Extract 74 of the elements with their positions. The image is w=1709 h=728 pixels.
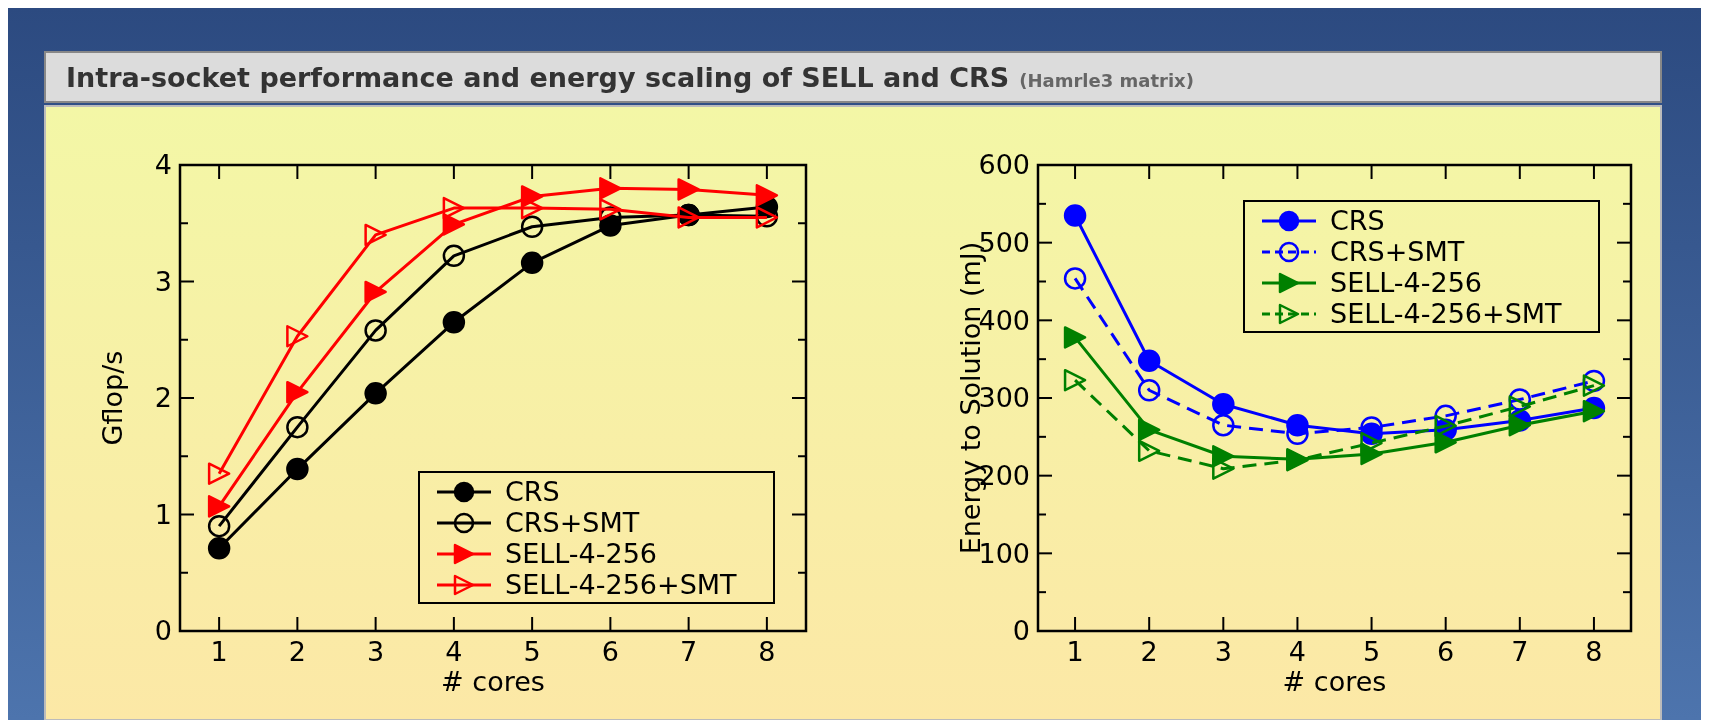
point	[1137, 418, 1161, 442]
point	[442, 196, 466, 220]
point	[364, 382, 387, 405]
point	[1582, 374, 1606, 397]
point	[207, 495, 231, 518]
x-tick-label: 8	[758, 636, 776, 667]
y-tick-label: 3	[154, 265, 172, 297]
point	[599, 198, 622, 221]
point	[1212, 457, 1235, 480]
y-tick-label: 0	[154, 615, 172, 647]
legend-label: SELL-4-256	[505, 538, 658, 570]
point	[207, 514, 231, 538]
point	[364, 223, 387, 247]
x-tick-label: 6	[1437, 636, 1455, 667]
x-tick-label: 8	[1585, 636, 1603, 667]
x-tick-label: 3	[367, 636, 385, 667]
point	[520, 196, 544, 220]
legend-label: SELL-4-256+SMT	[505, 569, 738, 601]
x-tick-label: 4	[1288, 636, 1307, 667]
point	[286, 415, 309, 439]
point	[1212, 392, 1235, 416]
point	[520, 215, 544, 238]
chart-title: Intra-socket performance and energy scaling of SELL and CRS	[66, 62, 1010, 93]
point	[286, 380, 309, 404]
x-tick-label: 1	[1066, 636, 1084, 667]
point	[1063, 267, 1087, 290]
point	[1212, 413, 1235, 437]
x-tick-label: 5	[1362, 636, 1381, 667]
y-tick-label: 600	[978, 149, 1030, 181]
point	[755, 184, 779, 207]
point	[442, 244, 466, 268]
x-tick-label: 7	[1511, 636, 1529, 667]
chart-subtitle: (Hamrle3 matrix)	[1019, 70, 1194, 91]
point	[1508, 395, 1532, 418]
point	[207, 537, 231, 560]
x-tick-label: 1	[210, 636, 228, 667]
legend-label: CRS+SMT	[1330, 236, 1465, 268]
point	[286, 457, 309, 481]
legend-label: CRS	[1330, 205, 1385, 237]
y-tick-label: 1	[154, 498, 172, 530]
y-tick-label: 4	[154, 149, 172, 181]
x-axis-title: # cores	[441, 666, 545, 697]
x-tick-label: 2	[1140, 636, 1158, 667]
point	[286, 325, 309, 348]
point	[1137, 378, 1161, 402]
y-tick-label: 0	[1012, 615, 1030, 647]
point	[1508, 413, 1532, 437]
point	[520, 251, 544, 275]
x-tick-label: 4	[445, 636, 463, 667]
x-tick-label: 3	[1214, 636, 1232, 667]
y-axis-title: Gflop/s	[97, 350, 128, 446]
point	[1137, 349, 1161, 372]
point	[442, 311, 466, 334]
point	[1063, 368, 1087, 392]
point	[1360, 431, 1383, 455]
x-tick-label: 5	[523, 636, 541, 667]
point	[1137, 439, 1161, 463]
legend-label: SELL-4-256+SMT	[1330, 298, 1563, 330]
point	[207, 462, 231, 485]
point	[599, 177, 622, 200]
y-tick-label: 2	[154, 382, 172, 414]
x-tick-label: 2	[288, 636, 306, 667]
legend-label: CRS	[505, 476, 560, 508]
point	[1434, 431, 1457, 454]
point	[364, 280, 387, 304]
x-axis-title: # cores	[1282, 666, 1387, 697]
legend-label: SELL-4-256	[1330, 267, 1483, 299]
legend-label: CRS+SMT	[505, 507, 640, 539]
point	[1063, 326, 1087, 349]
x-tick-label: 7	[680, 636, 698, 667]
point	[364, 319, 387, 342]
x-tick-label: 6	[601, 636, 619, 667]
point	[677, 178, 700, 201]
point	[1063, 204, 1087, 227]
